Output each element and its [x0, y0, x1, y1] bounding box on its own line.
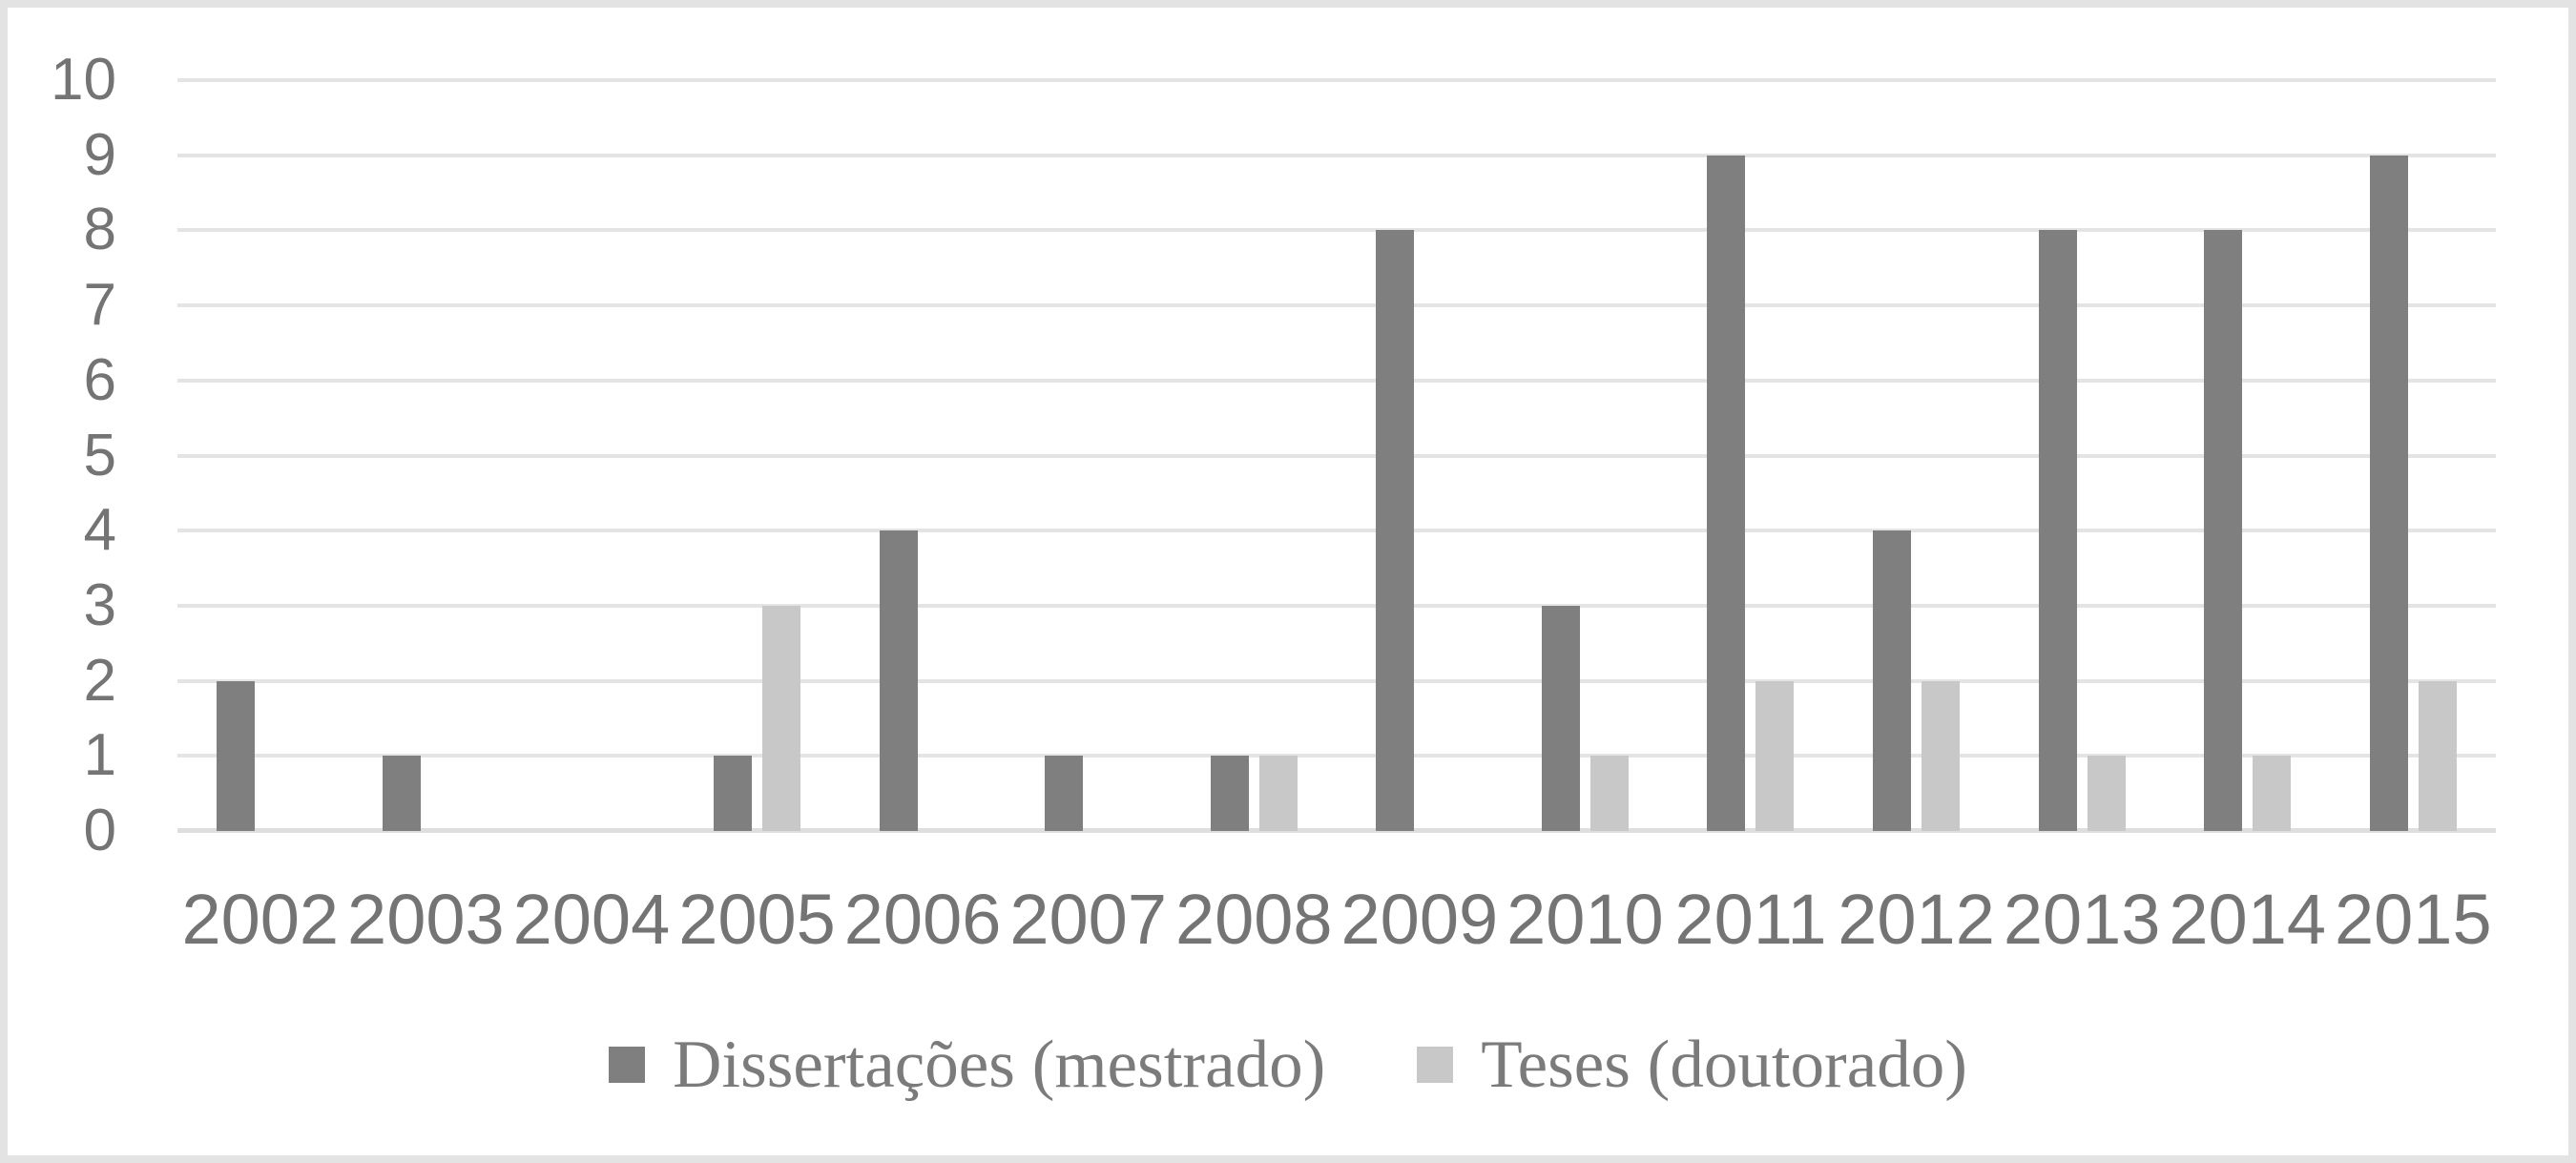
bar-2010-series1 — [1589, 756, 1629, 831]
legend-marker-icon — [609, 1047, 646, 1083]
gridline-y9 — [177, 153, 2496, 157]
bar-2013-series1 — [2087, 756, 2126, 831]
legend-marker-icon — [1417, 1047, 1454, 1083]
x-axis-line — [177, 828, 2496, 833]
bar-2014-series1 — [2253, 756, 2292, 831]
x-tick-label-2007: 2007 — [1009, 880, 1167, 959]
y-tick-label-1: 1 — [83, 722, 116, 789]
bar-2009-series0 — [1376, 230, 1415, 831]
y-tick-label-9: 9 — [83, 121, 116, 188]
category-group-2013 — [1999, 80, 2165, 831]
legend-item-series0: Dissertações (mestrado) — [609, 1022, 1325, 1108]
category-group-2003 — [343, 80, 509, 831]
bar-2005-series1 — [762, 605, 801, 831]
legend-item-series1: Teses (doutorado) — [1417, 1022, 1967, 1108]
category-group-2014 — [2165, 80, 2331, 831]
y-tick-label-8: 8 — [83, 197, 116, 263]
legend-label: Teses (doutorado) — [1481, 1028, 1967, 1102]
gridline-y8 — [177, 228, 2496, 233]
category-group-2010 — [1503, 80, 1669, 831]
y-tick-label-10: 10 — [51, 47, 116, 113]
x-tick-label-2006: 2006 — [843, 880, 1002, 959]
gridline-y1 — [177, 754, 2496, 758]
category-group-2012 — [1834, 80, 2000, 831]
bar-2011-series1 — [1755, 680, 1795, 831]
x-tick-label-2002: 2002 — [181, 880, 340, 959]
bar-2008-series0 — [1210, 756, 1249, 831]
gridline-y5 — [177, 453, 2496, 458]
bar-2012-series0 — [1873, 530, 1912, 831]
y-tick-label-5: 5 — [83, 422, 116, 488]
x-tick-label-2008: 2008 — [1174, 880, 1333, 959]
y-tick-label-7: 7 — [83, 272, 116, 339]
x-tick-label-2005: 2005 — [678, 880, 836, 959]
x-tick-label-2015: 2015 — [2334, 880, 2492, 959]
x-tick-label-2009: 2009 — [1340, 880, 1499, 959]
bar-2014-series0 — [2204, 230, 2243, 831]
bar-2015-series0 — [2369, 155, 2408, 831]
x-tick-label-2003: 2003 — [347, 880, 505, 959]
bar-2012-series1 — [1922, 680, 1961, 831]
y-tick-label-4: 4 — [83, 497, 116, 564]
category-group-2004 — [509, 80, 675, 831]
bar-2005-series0 — [714, 756, 753, 831]
bars-layer — [177, 80, 2496, 831]
category-group-2009 — [1337, 80, 1503, 831]
plot-area — [177, 78, 2496, 833]
x-tick-label-2013: 2013 — [2003, 880, 2161, 959]
y-tick-label-2: 2 — [83, 647, 116, 714]
bar-2007-series0 — [1045, 756, 1084, 831]
bar-2002-series0 — [217, 680, 256, 831]
y-tick-label-6: 6 — [83, 346, 116, 413]
x-tick-label-2012: 2012 — [1838, 880, 1995, 959]
category-group-2002 — [177, 80, 343, 831]
bar-2006-series0 — [879, 530, 918, 831]
bar-2015-series1 — [2418, 680, 2457, 831]
legend-label: Dissertações (mestrado) — [673, 1028, 1326, 1102]
category-group-2005 — [675, 80, 841, 831]
legend: Dissertações (mestrado) Teses (doutorado) — [0, 1017, 2576, 1112]
x-tick-label-2014: 2014 — [2169, 880, 2327, 959]
bar-2003-series0 — [382, 756, 421, 831]
x-tick-label-2004: 2004 — [512, 880, 671, 959]
category-group-2015 — [2331, 80, 2497, 831]
category-group-2006 — [840, 80, 1006, 831]
x-axis-labels: 2002 2003 2004 2005 2006 2007 2008 2009 2010 2011… — [177, 880, 2496, 960]
bar-2013-series0 — [2038, 230, 2077, 831]
y-tick-label-0: 0 — [83, 798, 116, 863]
y-tick-label-3: 3 — [83, 571, 116, 638]
category-group-2011 — [1668, 80, 1834, 831]
bar-2010-series0 — [1541, 605, 1580, 831]
gridline-y7 — [177, 303, 2496, 308]
gridline-y10 — [177, 78, 2496, 82]
gridline-y6 — [177, 378, 2496, 383]
bar-2011-series0 — [1707, 155, 1746, 831]
x-tick-label-2010: 2010 — [1506, 880, 1664, 959]
bar-2008-series1 — [1258, 756, 1298, 831]
gridline-y2 — [177, 678, 2496, 683]
category-group-2007 — [1006, 80, 1172, 831]
gridline-y4 — [177, 529, 2496, 533]
category-group-2008 — [1171, 80, 1337, 831]
x-tick-label-2011: 2011 — [1674, 880, 1827, 959]
gridline-y3 — [177, 603, 2496, 608]
